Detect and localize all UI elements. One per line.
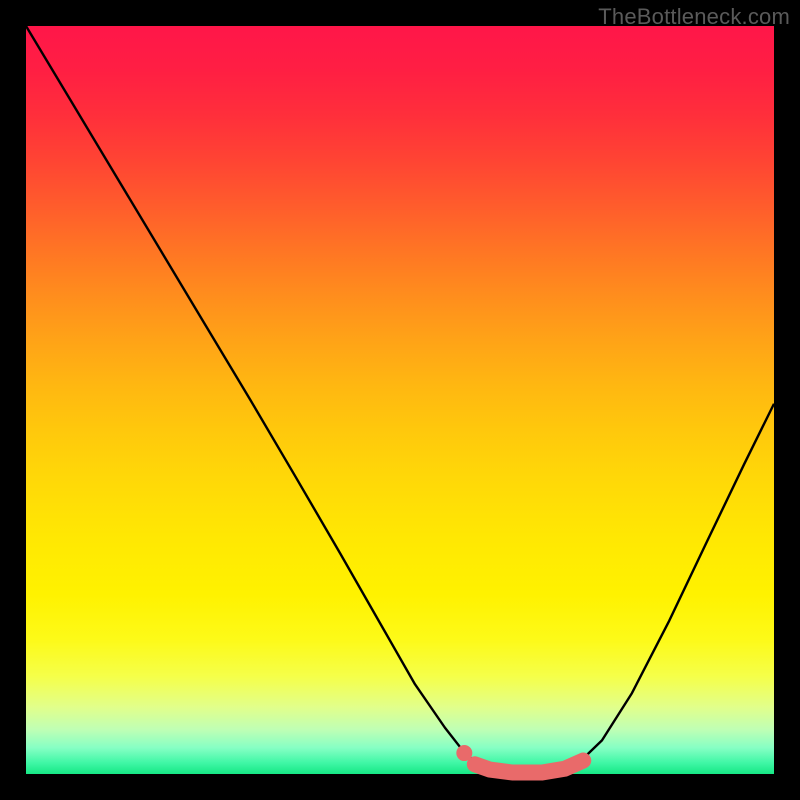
bottleneck-chart bbox=[0, 0, 800, 800]
optimal-point-marker bbox=[456, 745, 472, 761]
watermark-text: TheBottleneck.com bbox=[598, 4, 790, 30]
chart-background bbox=[26, 26, 774, 774]
chart-container: TheBottleneck.com bbox=[0, 0, 800, 800]
